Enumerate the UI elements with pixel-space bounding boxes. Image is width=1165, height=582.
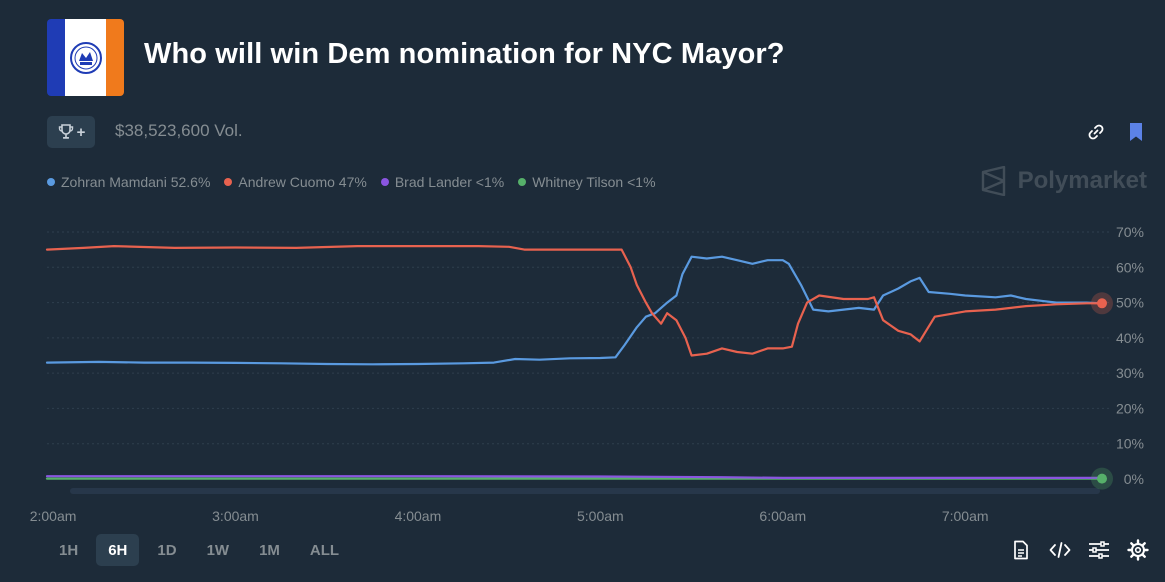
x-tick-label: 7:00am <box>942 508 989 524</box>
polymarket-watermark: Polymarket <box>980 166 1147 196</box>
x-axis: 2:00am 3:00am 4:00am 5:00am 6:00am 7:00am <box>30 508 989 524</box>
x-tick-label: 4:00am <box>395 508 442 524</box>
document-icon[interactable] <box>1010 539 1032 561</box>
filter-sliders-icon[interactable] <box>1088 539 1110 561</box>
legend-label: Whitney Tilson <1% <box>532 174 656 190</box>
trophy-plus: + <box>76 123 86 141</box>
x-tick-label: 5:00am <box>577 508 624 524</box>
end-marker-whitney-tilson <box>1097 473 1107 484</box>
market-title: Who will win Dem nomination for NYC Mayo… <box>144 38 785 70</box>
y-tick-label: 20% <box>1116 400 1144 416</box>
chart-legend: Zohran Mamdani 52.6% Andrew Cuomo 47% Br… <box>47 174 656 190</box>
legend-dot <box>518 178 527 186</box>
y-tick-label: 10% <box>1116 436 1144 452</box>
time-range-selector: 1H 6H 1D 1W 1M ALL <box>47 534 351 566</box>
chart-series <box>45 245 1113 490</box>
range-1h-button[interactable]: 1H <box>59 541 79 559</box>
series-line-andrew-cuomo <box>45 245 1104 357</box>
range-1d-button[interactable]: 1D <box>157 541 177 559</box>
legend-dot <box>380 178 389 186</box>
legend-dot <box>47 178 55 186</box>
range-all-button[interactable]: ALL <box>309 541 340 559</box>
link-icon[interactable] <box>1085 120 1107 144</box>
y-axis: 70% 60% 50% 40% 30% 20% 10% 0% <box>1116 224 1144 487</box>
brand-name: Polymarket <box>1017 167 1147 194</box>
range-1m-button[interactable]: 1M <box>259 541 280 559</box>
y-tick-label: 40% <box>1116 330 1144 346</box>
price-history-chart: 70% 60% 50% 40% 30% 20% 10% 0% 2:00am 3:00am 4:00… <box>30 224 1144 524</box>
trophy-button[interactable]: + <box>47 116 95 148</box>
y-tick-label: 50% <box>1116 295 1144 311</box>
legend-dot <box>224 178 233 186</box>
x-tick-label: 6:00am <box>759 508 806 524</box>
legend-label: Zohran Mamdani 52.6% <box>61 174 211 190</box>
nyc-seal-icon <box>69 41 102 74</box>
bookmark-icon[interactable] <box>1125 120 1147 144</box>
chart-grid <box>47 231 1112 494</box>
range-6h-button[interactable]: 6H <box>96 534 140 566</box>
legend-item-tilson: Whitney Tilson <1% <box>518 174 656 190</box>
x-tick-label: 3:00am <box>212 508 259 524</box>
legend-label: Andrew Cuomo 47% <box>238 174 367 190</box>
legend-label: Brad Lander <1% <box>394 174 505 190</box>
settings-gear-icon[interactable] <box>1127 539 1149 561</box>
y-tick-label: 60% <box>1116 259 1144 275</box>
time-scrubber-track <box>70 488 1100 494</box>
y-tick-label: 30% <box>1116 365 1144 381</box>
range-1w-button[interactable]: 1W <box>206 541 230 559</box>
legend-item-cuomo: Andrew Cuomo 47% <box>224 174 367 190</box>
polymarket-logo-icon <box>981 166 1005 196</box>
y-tick-label: 0% <box>1124 471 1144 487</box>
trophy-icon <box>58 124 73 139</box>
series-line-brad-lander <box>45 475 1104 479</box>
end-marker-andrew-cuomo <box>1097 298 1107 309</box>
legend-item-mamdani: Zohran Mamdani 52.6% <box>47 174 210 190</box>
legend-item-lander: Brad Lander <1% <box>380 174 505 190</box>
embed-code-icon[interactable] <box>1049 539 1071 561</box>
x-tick-label: 2:00am <box>30 508 77 524</box>
volume-text: $38,523,600 Vol. <box>115 121 243 140</box>
y-tick-label: 70% <box>1116 224 1144 240</box>
series-line-zohran-mamdani <box>45 255 1104 366</box>
nyc-flag-logo <box>47 19 124 96</box>
